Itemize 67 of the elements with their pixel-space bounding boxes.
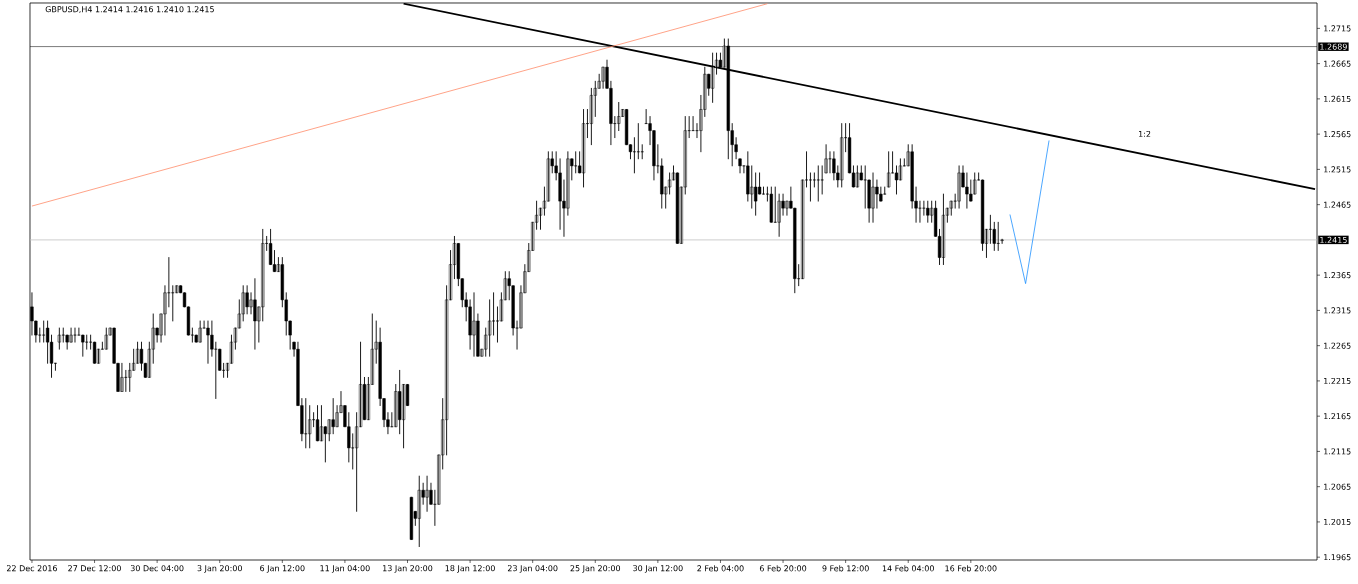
y-tick-label: 1.2115 [1324, 448, 1351, 455]
x-tick-label: 25 Jan 20:00 [570, 565, 621, 573]
y-tick-label: 1.2715 [1324, 25, 1351, 32]
candlestick [319, 405, 324, 442]
candlestick [667, 172, 672, 195]
candlestick [574, 151, 578, 174]
y-tick-label: 1.2215 [1324, 377, 1351, 384]
candlestick [769, 186, 773, 223]
y-tick-label: 1.2015 [1324, 518, 1351, 525]
candlestick [92, 341, 97, 364]
candlestick [816, 165, 820, 202]
y-tick-label: 1.2565 [1324, 131, 1351, 138]
chart-title: GBPUSD,H4 1.2414 1.2416 1.2410 1.2415 [45, 6, 214, 14]
x-tick-label: 3 Jan 20:00 [197, 565, 242, 573]
candlestick [261, 228, 265, 322]
candlestick [589, 87, 593, 146]
candlestick [941, 193, 946, 266]
candlestick [726, 38, 730, 160]
candlestick [42, 320, 46, 343]
x-tick-label: 23 Jan 04:00 [507, 565, 558, 573]
candlestick [617, 101, 621, 132]
annotation: 1:2 [1139, 130, 1151, 137]
y-tick-label: 1.2515 [1324, 166, 1351, 173]
ref-line-label: 1.2689 [1320, 43, 1347, 50]
y-tick-label: 1.2265 [1324, 342, 1351, 349]
y-tick-label: 1.2365 [1324, 272, 1351, 279]
y-tick-label: 1.2615 [1324, 95, 1351, 102]
y-tick-label: 1.2315 [1324, 307, 1351, 314]
candlestick [926, 200, 930, 223]
x-tick-label: 22 Dec 2016 [6, 565, 57, 572]
candlestick [417, 475, 421, 548]
candlestick [57, 327, 61, 350]
x-tick-label: 6 Feb 20:00 [759, 565, 807, 572]
x-tick-label: 6 Jan 12:00 [260, 565, 305, 573]
x-tick-label: 30 Jan 12:00 [633, 565, 683, 573]
candlestick [581, 109, 586, 188]
candlestick [812, 172, 816, 188]
candlestick [887, 151, 891, 188]
candlestick [808, 172, 813, 202]
candlestick [761, 186, 766, 195]
candlestick [175, 285, 179, 294]
candlestick [840, 123, 844, 188]
x-tick-label: 30 Dec 04:00 [130, 565, 184, 572]
x-tick-label: 16 Feb 20:00 [945, 565, 997, 572]
x-tick-label: 13 Jan 20:00 [383, 565, 433, 573]
candlestick [491, 292, 496, 336]
y-tick-label: 1.2665 [1324, 60, 1351, 67]
candlestick [85, 334, 89, 350]
y-tick-label: 1.2065 [1324, 483, 1351, 490]
y-tick-label: 1.2465 [1324, 201, 1351, 208]
ref-line-label: 1.2415 [1320, 236, 1347, 243]
x-tick-label: 14 Feb 04:00 [882, 565, 934, 572]
x-tick-label: 18 Jan 12:00 [445, 565, 495, 573]
x-tick-label: 9 Feb 12:00 [822, 565, 869, 572]
candlestick [409, 496, 414, 540]
candlestick [198, 320, 202, 343]
candlestick [754, 172, 758, 216]
candlestick [711, 52, 715, 103]
y-tick-label: 1.1965 [1324, 554, 1351, 561]
x-tick-label: 27 Dec 12:00 [68, 565, 121, 572]
candlestick [61, 327, 65, 343]
x-tick-label: 2 Feb 04:00 [697, 565, 744, 572]
x-tick-label: 11 Jan 04:00 [320, 565, 370, 573]
y-tick-label: 1.2165 [1324, 413, 1351, 420]
candlestick [104, 327, 108, 350]
candlestick [855, 165, 859, 188]
candlestick [308, 405, 312, 449]
